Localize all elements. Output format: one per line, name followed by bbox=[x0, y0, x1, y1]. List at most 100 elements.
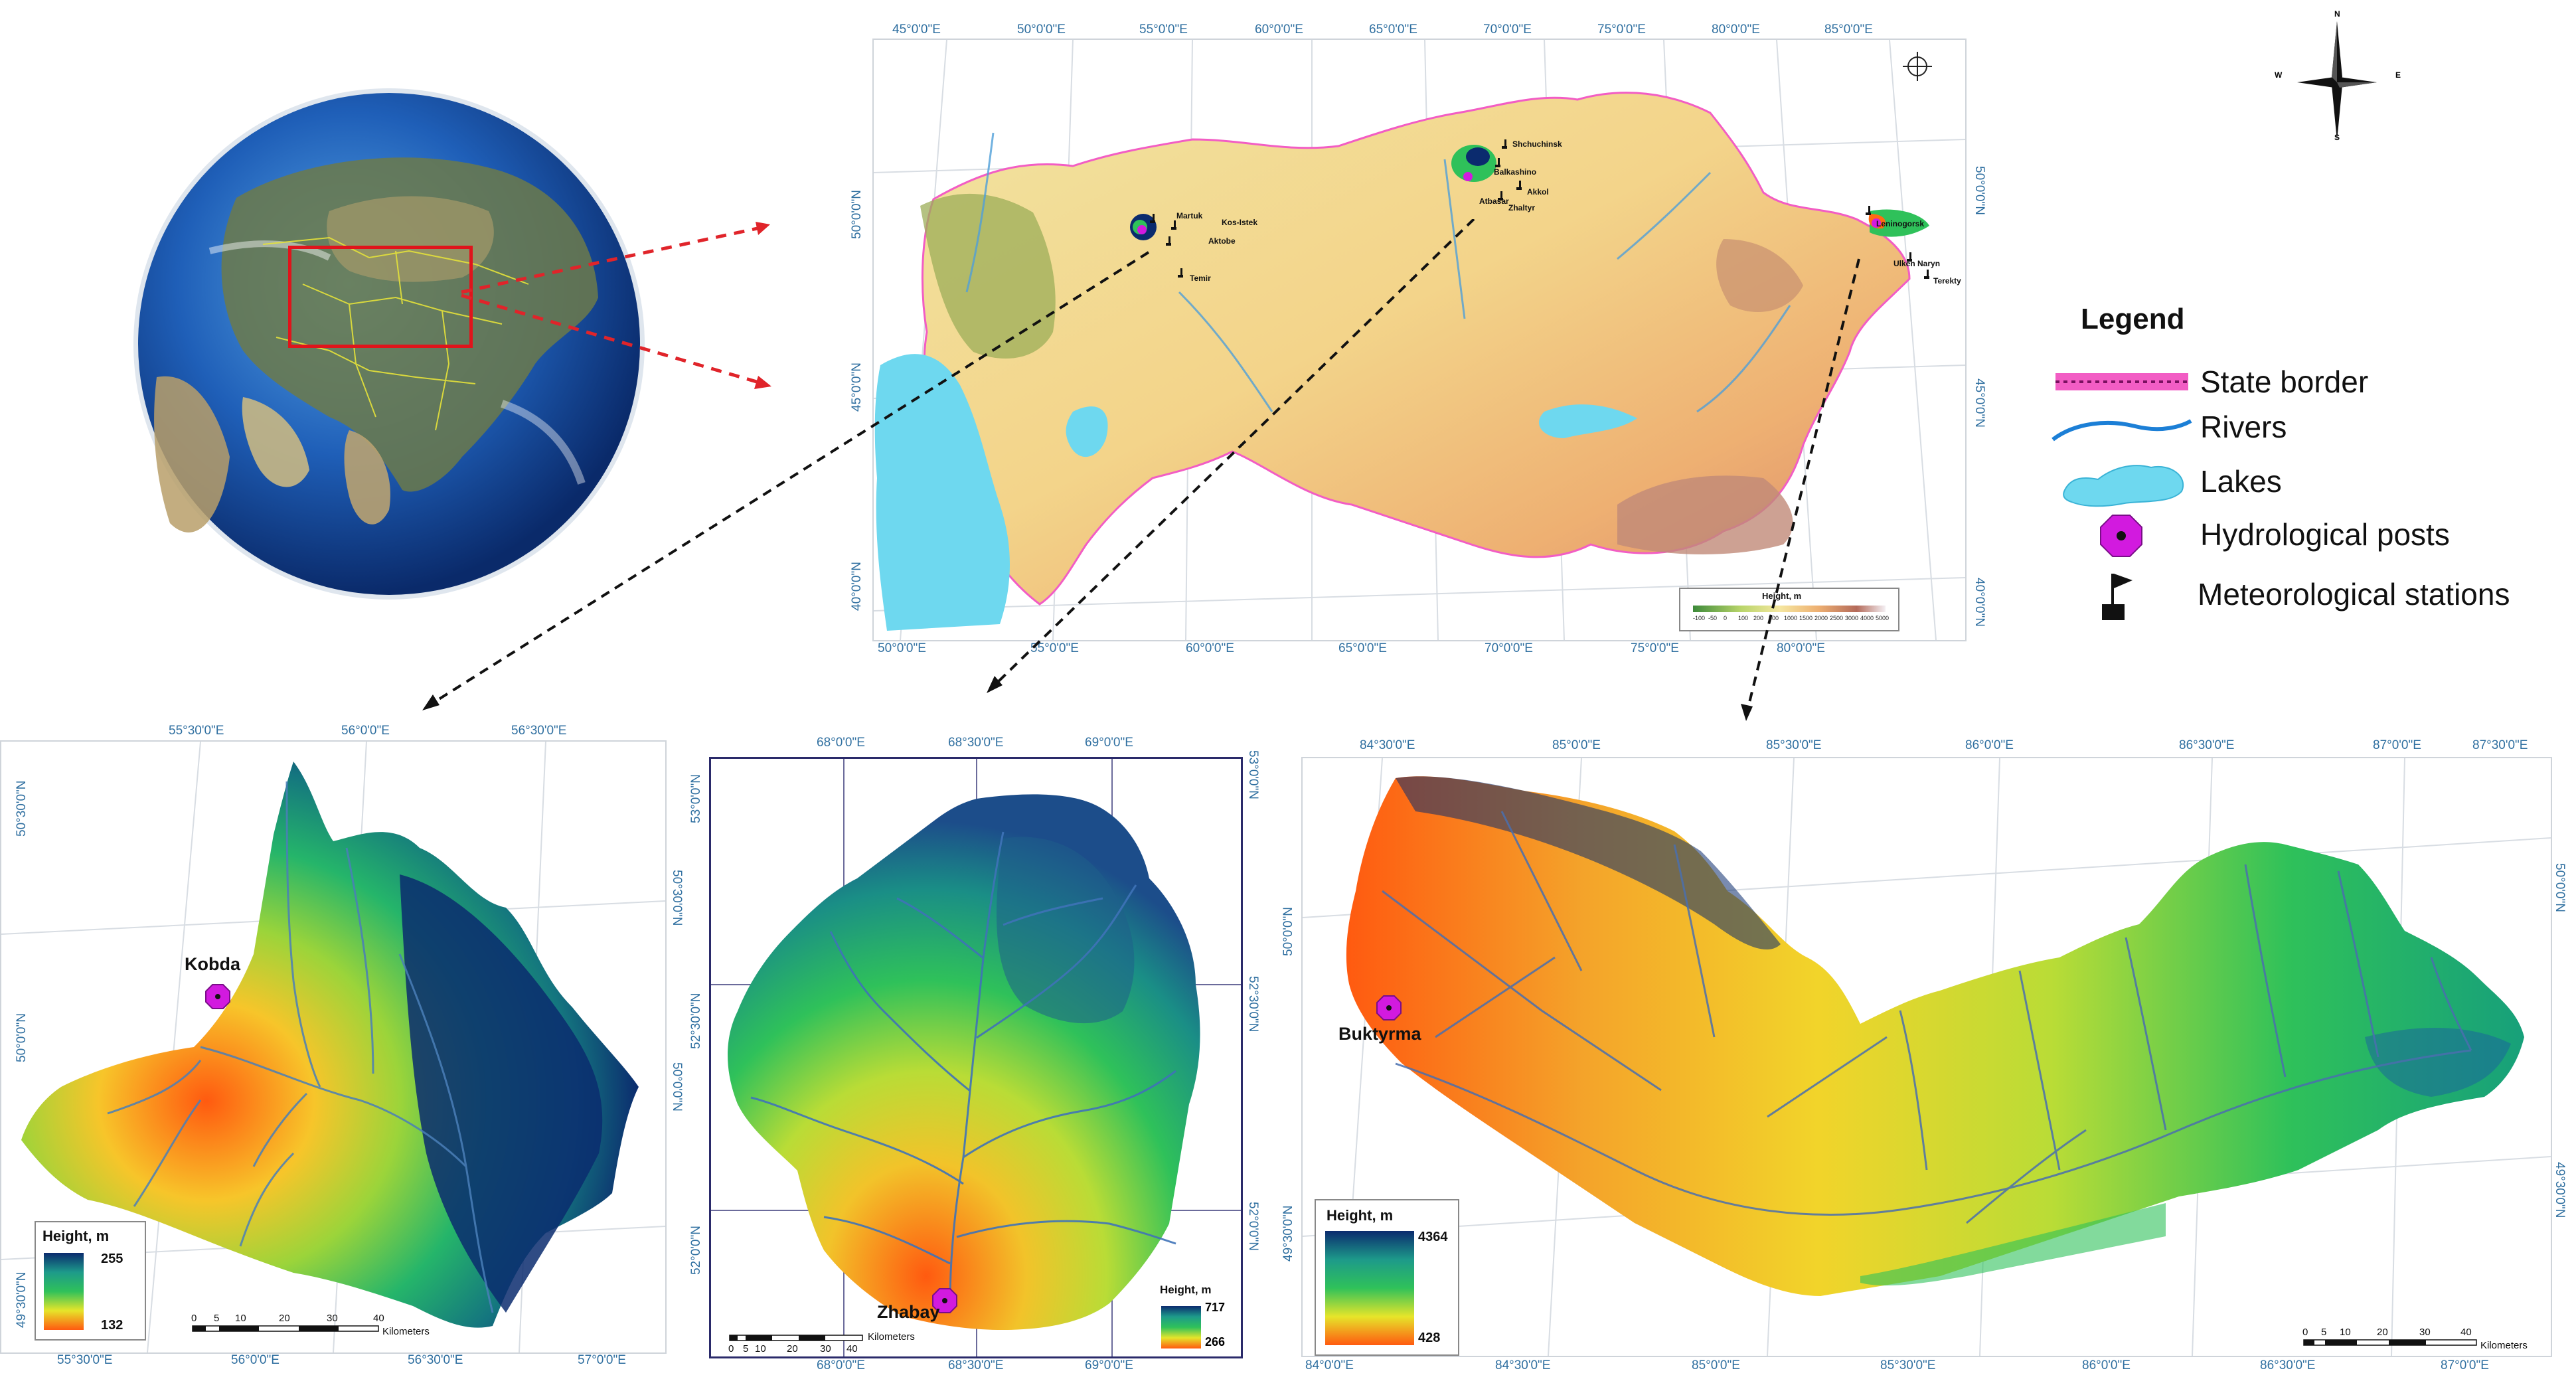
buktyrma-scale-30: 30 bbox=[2419, 1327, 2431, 1338]
station-temir: Temir bbox=[1190, 274, 1211, 283]
kobda-lat-left-0: 50°30'0"N bbox=[15, 780, 29, 837]
main-height-legend-title: Height, m bbox=[1762, 591, 1802, 601]
kobda-height-title: Height, m bbox=[42, 1228, 110, 1244]
buktyrma-lon-top-3: 86°0'0"E bbox=[1965, 738, 2014, 752]
buktyrma-lon-bottom-5: 86°30'0"E bbox=[2260, 1358, 2316, 1372]
kobda-height-max: 255 bbox=[101, 1252, 123, 1266]
zhabay-scale-20: 20 bbox=[787, 1343, 798, 1354]
river-symbol bbox=[2052, 419, 2192, 442]
kobda-lon-bottom-1: 56°0'0"E bbox=[231, 1353, 280, 1367]
north-arrow-icon bbox=[2297, 21, 2377, 141]
buktyrma-lon-bottom-1: 84°30'0"E bbox=[1495, 1358, 1551, 1372]
zhabay-scale-0: 0 bbox=[728, 1343, 734, 1354]
main-lat-right-0: 50°0'0"N bbox=[1972, 166, 1986, 215]
post-zhabay-label: Zhabay bbox=[877, 1302, 940, 1322]
caspian-sea bbox=[874, 354, 1010, 631]
zhabay-scale-40: 40 bbox=[846, 1343, 858, 1354]
zhabay-lon-top-2: 69°0'0"E bbox=[1085, 736, 1133, 750]
kobda-lat-right-0: 50°30'0"N bbox=[670, 870, 684, 926]
kobda-lat-left-2: 49°30'0"N bbox=[15, 1271, 29, 1328]
kobda-lon-top-2: 56°30'0"E bbox=[511, 724, 567, 738]
main-map-frame: Martuk Kos-Istek Aktobe Temir Shchuchins… bbox=[872, 39, 1967, 641]
zhabay-scale-30: 30 bbox=[820, 1343, 831, 1354]
buktyrma-lon-top-5: 87°0'0"E bbox=[2373, 738, 2421, 752]
eurasia-land bbox=[221, 157, 599, 492]
legend-rivers: Rivers bbox=[2200, 410, 2287, 444]
kobda-lat-left-1: 50°0'0"N bbox=[15, 1013, 29, 1062]
buktyrma-lon-top-0: 84°30'0"E bbox=[1360, 738, 1415, 752]
main-lon-top-8: 85°0'0"E bbox=[1824, 23, 1873, 37]
kobda-height-legend: Height, m 255 132 bbox=[35, 1221, 146, 1341]
map-legend: Legend State border Rivers Lakes Hydrolo… bbox=[2032, 299, 2576, 631]
hydrological-post-symbol bbox=[2100, 515, 2142, 557]
zhabay-lat-left-0: 53°0'0"N bbox=[689, 774, 703, 823]
kobda-lon-bottom-2: 56°30'0"E bbox=[408, 1353, 463, 1367]
main-lon-top-5: 70°0'0"E bbox=[1483, 23, 1532, 37]
compass-e: E bbox=[2395, 70, 2401, 80]
station-atbasar: Atbasar bbox=[1479, 197, 1509, 206]
basin-map-zhabay: Zhabay Height, m 717 266 0 5 10 20 30 40… bbox=[709, 757, 1243, 1358]
main-lon-top-4: 65°0'0"E bbox=[1369, 23, 1417, 37]
zhabay-height-max: 717 bbox=[1205, 1301, 1226, 1314]
station-leninogorsk: Leninogorsk bbox=[1876, 219, 1925, 228]
main-lon-bottom-5: 75°0'0"E bbox=[1631, 641, 1679, 655]
buktyrma-lat-right-0: 50°0'0"N bbox=[2553, 863, 2567, 912]
station-zhaltyr: Zhaltyr bbox=[1508, 203, 1536, 212]
main-lon-bottom-4: 70°0'0"E bbox=[1485, 641, 1533, 655]
buktyrma-lat-left-1: 49°30'0"N bbox=[1281, 1205, 1295, 1262]
zhabay-lat-right-1: 52°30'0"N bbox=[1246, 976, 1260, 1032]
buktyrma-scale-10: 10 bbox=[2340, 1327, 2351, 1338]
main-lon-top-6: 75°0'0"E bbox=[1597, 23, 1646, 37]
zhabay-lat-right-0: 53°0'0"N bbox=[1246, 750, 1260, 799]
compass-w: W bbox=[2275, 70, 2283, 80]
station-martuk: Martuk bbox=[1176, 211, 1203, 220]
zhabay-scale-unit: Kilometers bbox=[868, 1331, 915, 1343]
zhabay-lat-right-2: 52°0'0"N bbox=[1246, 1202, 1260, 1251]
buktyrma-lon-top-2: 85°30'0"E bbox=[1766, 738, 1822, 752]
globe bbox=[133, 88, 645, 600]
main-lon-top-2: 55°0'0"E bbox=[1139, 23, 1188, 37]
buktyrma-lon-bottom-6: 87°0'0"E bbox=[2441, 1358, 2489, 1372]
legend-hydrological-posts: Hydrological posts bbox=[2200, 517, 2450, 552]
zhabay-scale-5: 5 bbox=[743, 1343, 749, 1354]
buktyrma-height-min: 428 bbox=[1418, 1331, 1441, 1345]
station-ulken-naryn: Ulken Naryn bbox=[1893, 259, 1941, 268]
main-lon-bottom-6: 80°0'0"E bbox=[1777, 641, 1825, 655]
kazakhstan-relief bbox=[921, 92, 1911, 606]
meteorological-station-symbol bbox=[2102, 574, 2133, 620]
main-lon-bottom-1: 55°0'0"E bbox=[1030, 641, 1079, 655]
legend-state-border: State border bbox=[2200, 365, 2369, 399]
main-lon-top-3: 60°0'0"E bbox=[1255, 23, 1303, 37]
zhabay-lon-bottom-2: 69°0'0"E bbox=[1085, 1358, 1133, 1372]
post-kobda-label: Kobda bbox=[185, 954, 240, 974]
station-terekty: Terekty bbox=[1933, 276, 1961, 286]
zhabay-height-min: 266 bbox=[1205, 1335, 1226, 1348]
basin-map-kobda: Kobda Height, m 255 132 0 5 10 20 30 40 … bbox=[0, 740, 667, 1354]
buktyrma-scale-0: 0 bbox=[2302, 1327, 2308, 1338]
buktyrma-lon-top-1: 85°0'0"E bbox=[1552, 738, 1601, 752]
buktyrma-lon-top-4: 86°30'0"E bbox=[2179, 738, 2235, 752]
kobda-lon-top-0: 55°30'0"E bbox=[169, 724, 224, 738]
buktyrma-height-max: 4364 bbox=[1418, 1230, 1448, 1244]
zhabay-scale-10: 10 bbox=[755, 1343, 766, 1354]
zhabay-lon-bottom-1: 68°30'0"E bbox=[948, 1358, 1004, 1372]
zoom-arrows-red bbox=[461, 222, 771, 389]
station-balkashino: Balkashino bbox=[1494, 167, 1537, 177]
state-border-symbol bbox=[2055, 373, 2188, 390]
buktyrma-scale-20: 20 bbox=[2377, 1327, 2388, 1338]
buktyrma-lat-left-0: 50°0'0"N bbox=[1281, 907, 1295, 956]
zhabay-lon-bottom-0: 68°0'0"E bbox=[817, 1358, 865, 1372]
legend-lakes: Lakes bbox=[2200, 464, 2282, 499]
zhabay-lat-left-1: 52°30'0"N bbox=[689, 993, 703, 1049]
main-lon-bottom-3: 65°0'0"E bbox=[1338, 641, 1387, 655]
buktyrma-scale-unit: Kilometers bbox=[2480, 1340, 2528, 1351]
kobda-scale-10: 10 bbox=[235, 1313, 246, 1324]
buktyrma-lon-bottom-3: 85°30'0"E bbox=[1880, 1358, 1936, 1372]
station-shchuchinsk: Shchuchinsk bbox=[1512, 139, 1562, 149]
kobda-lat-right-1: 50°0'0"N bbox=[670, 1062, 684, 1111]
buktyrma-lon-bottom-4: 86°0'0"E bbox=[2082, 1358, 2131, 1372]
buktyrma-scale-40: 40 bbox=[2460, 1327, 2472, 1338]
buktyrma-height-legend: Height, m 4364 428 bbox=[1315, 1199, 1459, 1356]
station-kos-istek: Kos-Istek bbox=[1222, 218, 1258, 227]
kobda-scale-20: 20 bbox=[279, 1313, 290, 1324]
